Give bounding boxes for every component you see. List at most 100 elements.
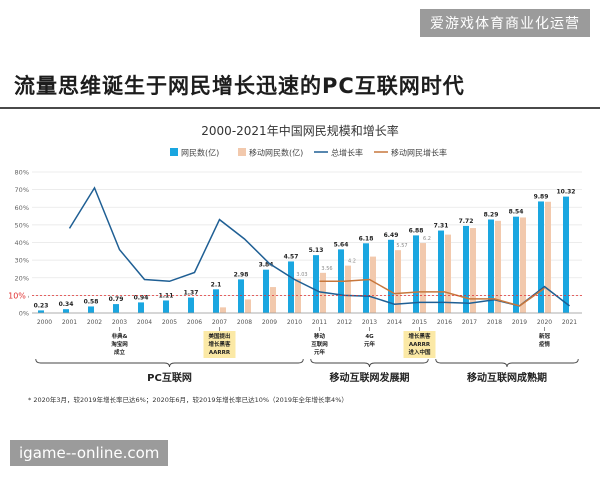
mobile-netizen-bar — [545, 201, 551, 313]
mobile-bar-label: 3.56 — [321, 266, 332, 272]
netizen-bar-label: 7.31 — [434, 223, 449, 230]
event-label: 新冠 — [539, 332, 551, 340]
netizen-bar-label: 8.29 — [484, 211, 499, 218]
netizen-bar-label: 7.72 — [459, 218, 474, 225]
event-label: 元年 — [364, 340, 376, 348]
netizen-bar-label: 3.84 — [259, 262, 274, 269]
headline-divider — [0, 107, 600, 109]
netizen-bar — [88, 306, 94, 313]
x-tick-label: 2014 — [387, 319, 402, 326]
chart-footnote: * 2020年3月，较2019年增长率已达6%；2020年6月，较2019年增长… — [28, 396, 348, 404]
x-tick-label: 2018 — [487, 319, 502, 326]
netizen-bar — [138, 302, 144, 313]
brand-badge: 爱游戏体育商业化运营 — [420, 9, 590, 37]
period-bracket — [310, 358, 429, 368]
netizen-bar-label: 6.18 — [359, 235, 374, 242]
period-label: 移动互联网发展期 — [330, 371, 410, 384]
ten-percent-label: 10% — [8, 291, 26, 300]
netizen-bar-label: 0.23 — [34, 302, 49, 309]
netizen-bar-label: 2.98 — [234, 271, 249, 278]
netizen-bar — [463, 225, 469, 313]
period-label: PC互联网 — [147, 371, 192, 384]
x-tick-label: 2003 — [112, 319, 127, 326]
event-label: 非典& — [112, 332, 128, 340]
x-tick-label: 2005 — [162, 319, 177, 326]
y-tick-label: 40% — [15, 239, 29, 247]
x-tick-label: 2002 — [87, 319, 102, 326]
period-bracket — [35, 358, 304, 368]
period-bracket — [435, 358, 579, 368]
x-tick-label: 2001 — [62, 319, 77, 326]
y-tick-label: 80% — [15, 169, 29, 177]
chart-title: 2000-2021年中国网民规模和增长率 — [201, 123, 398, 138]
netizen-bar-label: 0.58 — [84, 298, 99, 305]
mobile-bar-label: 6.2 — [423, 236, 431, 242]
netizen-bar — [163, 300, 169, 313]
event-highlight — [203, 331, 236, 358]
mobile-netizen-bar — [245, 299, 251, 313]
event-label: 成立 — [114, 348, 126, 356]
x-tick-label: 2008 — [237, 319, 252, 326]
ten-percent-bg — [6, 289, 28, 301]
legend-swatch — [170, 148, 178, 156]
y-tick-label: 0% — [19, 310, 29, 318]
mobile-netizen-bar — [395, 250, 401, 313]
y-tick-label: 60% — [15, 204, 29, 212]
event-label: 元年 — [314, 348, 326, 356]
x-tick-label: 2011 — [312, 319, 327, 326]
netizen-bar — [238, 279, 244, 313]
legend-entry: 移动网民数(亿) — [249, 148, 303, 158]
netizen-bar — [63, 309, 69, 313]
x-tick-label: 2021 — [562, 319, 577, 326]
event-label: 疫情 — [539, 340, 551, 348]
mobile-bar-label: 3.03 — [296, 272, 307, 278]
mobile-netizen-bar — [220, 307, 226, 313]
netizen-bar-label: 0.79 — [109, 296, 124, 303]
event-label: 4G — [365, 334, 374, 340]
event-label: 美国提出 — [208, 332, 231, 340]
netizen-bar — [38, 310, 44, 313]
y-tick-label: 70% — [15, 186, 29, 194]
netizen-bar — [313, 255, 319, 313]
netizen-bar — [288, 261, 294, 313]
mobile-netizen-bar — [470, 228, 476, 313]
x-tick-label: 2019 — [512, 319, 527, 326]
x-tick-label: 2015 — [412, 319, 427, 326]
x-tick-label: 2009 — [262, 319, 277, 326]
netizen-bar — [363, 243, 369, 313]
mobile-netizen-bar — [370, 256, 376, 313]
netizen-bar — [513, 216, 519, 313]
netizen-bar-label: 2.1 — [211, 281, 222, 288]
x-tick-label: 2010 — [287, 319, 302, 326]
netizen-bar-label: 4.57 — [284, 253, 299, 260]
event-label: AARRR — [209, 350, 231, 356]
x-tick-label: 2000 — [37, 319, 52, 326]
legend-swatch — [238, 148, 246, 156]
site-banner: igame--online.com — [10, 440, 169, 466]
netizen-bar — [563, 196, 569, 313]
y-tick-label: 30% — [15, 257, 29, 265]
netizen-bar-label: 9.89 — [534, 193, 549, 200]
event-label: 移动 — [314, 332, 326, 340]
mobile-netizen-bar — [495, 220, 501, 313]
netizen-bar — [113, 304, 119, 313]
netizen-bar-label: 10.32 — [557, 189, 576, 196]
legend-entry: 总增长率 — [331, 148, 363, 158]
page-headline: 流量思维诞生于网民增长迅速的PC互联网时代 — [14, 74, 465, 98]
netizen-bar-label: 5.13 — [309, 247, 324, 254]
netizen-bar-label: 1.11 — [159, 292, 174, 299]
netizen-bar — [488, 219, 494, 313]
event-label: 增长黑客 — [208, 340, 231, 348]
netizen-bar-label: 0.34 — [59, 301, 74, 308]
y-tick-label: 50% — [15, 221, 29, 229]
x-tick-label: 2016 — [437, 319, 452, 326]
event-label: AARRR — [409, 342, 431, 348]
netizen-bar-label: 6.88 — [409, 227, 424, 234]
netizen-bar — [188, 297, 194, 313]
netizen-bar — [263, 269, 269, 313]
event-label: 增长黑客 — [408, 332, 431, 340]
mobile-netizen-bar — [520, 217, 526, 313]
mobile-growth-line — [319, 278, 545, 307]
netizen-bar-label: 0.94 — [134, 294, 149, 301]
